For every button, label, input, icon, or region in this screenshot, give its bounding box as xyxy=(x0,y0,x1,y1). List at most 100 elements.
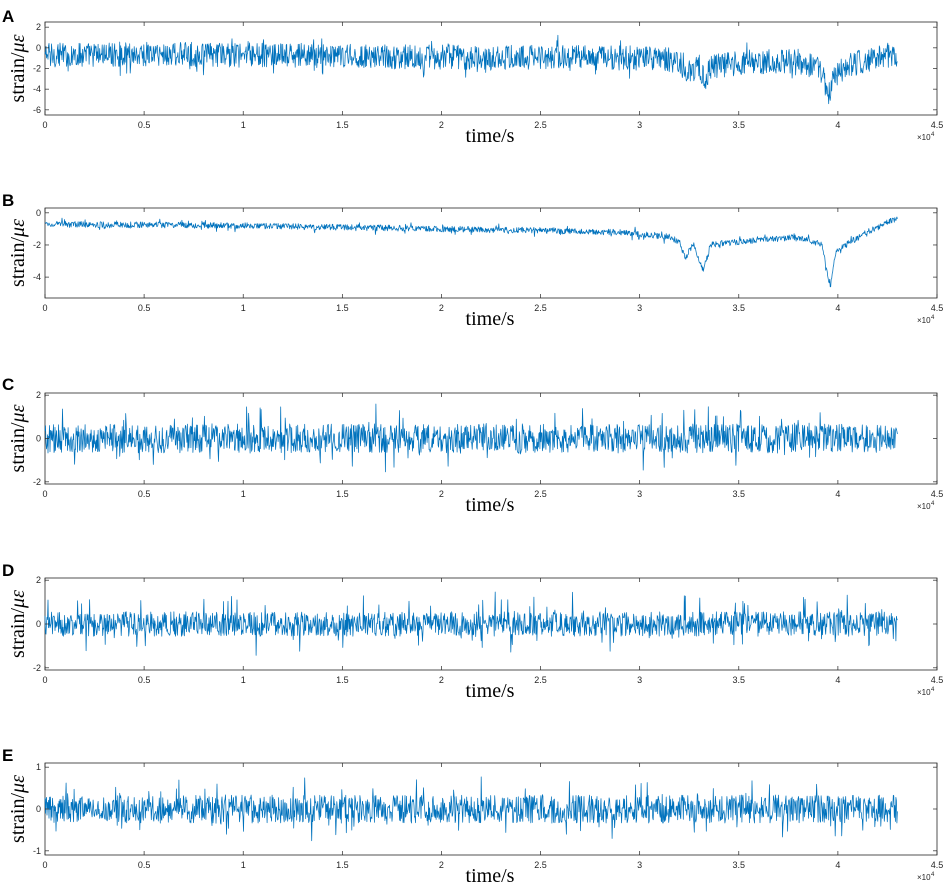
x-tick-label: 1.5 xyxy=(336,489,349,499)
x-tick-label: 1 xyxy=(241,120,246,130)
y-tick-label: 1 xyxy=(36,762,41,772)
x-axis-title: time/s xyxy=(466,125,515,147)
x-tick-label: 4 xyxy=(835,675,840,685)
panel-label: E xyxy=(2,746,13,765)
y-tick-label: 0 xyxy=(36,43,41,53)
panel-label: A xyxy=(2,7,14,26)
x-tick-label: 2 xyxy=(439,120,444,130)
x-tick-label: 4 xyxy=(835,489,840,499)
series-line xyxy=(44,591,898,656)
y-tick-label: -4 xyxy=(33,84,41,94)
x-tick-label: 2.5 xyxy=(534,675,547,685)
y-axis-title: strain/με xyxy=(7,775,29,843)
y-tick-label: 0 xyxy=(36,619,41,629)
y-tick-label: -4 xyxy=(33,272,41,282)
y-tick-label: -2 xyxy=(33,477,41,487)
x-multiplier: ×10 xyxy=(917,873,931,882)
x-tick-label: 4.5 xyxy=(931,860,944,870)
x-multiplier: ×10 xyxy=(917,502,931,511)
x-tick-label: 2.5 xyxy=(534,120,547,130)
x-tick-label: 3.5 xyxy=(733,675,746,685)
x-tick-label: 0 xyxy=(42,675,47,685)
x-tick-label: 4 xyxy=(835,303,840,313)
panel-d: D0 0.5 1 1.5 2 2.5 3 3.5 4 4.520-2×10 4time/sstrai… xyxy=(2,561,943,702)
x-tick-label: 1.5 xyxy=(336,860,349,870)
x-tick-label: 3 xyxy=(637,303,642,313)
x-tick-label: 0.5 xyxy=(138,489,151,499)
y-tick-label: 2 xyxy=(36,575,41,585)
x-multiplier-exponent: 4 xyxy=(931,501,935,507)
x-multiplier-exponent: 4 xyxy=(931,132,935,138)
y-tick-label: 0 xyxy=(36,208,41,218)
x-multiplier-exponent: 4 xyxy=(931,315,935,321)
panel-e: E0 0.5 1 1.5 2 2.5 3 3.5 4 4.510-1×10 4time/sstrai… xyxy=(2,746,943,887)
x-multiplier: ×10 xyxy=(917,316,931,325)
x-tick-label: 0 xyxy=(42,120,47,130)
x-tick-label: 0 xyxy=(42,303,47,313)
x-multiplier-exponent: 4 xyxy=(931,872,935,878)
y-tick-label: -2 xyxy=(33,64,41,74)
panel-b: B0 0.5 1 1.5 2 2.5 3 3.5 4 4.50-2-4×10 4time/sstra… xyxy=(2,191,943,330)
x-tick-label: 1.5 xyxy=(336,303,349,313)
x-tick-label: 1 xyxy=(241,489,246,499)
x-tick-label: 2 xyxy=(439,860,444,870)
x-tick-label: 4.5 xyxy=(931,489,944,499)
x-tick-label: 4 xyxy=(835,120,840,130)
series-line xyxy=(44,776,898,842)
x-tick-label: 4.5 xyxy=(931,303,944,313)
y-axis-title: strain/με xyxy=(7,404,29,472)
y-tick-label: 2 xyxy=(36,390,41,400)
x-tick-label: 0.5 xyxy=(138,860,151,870)
panel-label: C xyxy=(2,375,14,394)
y-axis-title: strain/με xyxy=(7,34,29,102)
x-tick-label: 2.5 xyxy=(534,303,547,313)
x-tick-label: 0.5 xyxy=(138,120,151,130)
x-tick-label: 3 xyxy=(637,860,642,870)
x-tick-label: 2 xyxy=(439,489,444,499)
x-tick-label: 1.5 xyxy=(336,120,349,130)
y-tick-label: -6 xyxy=(33,105,41,115)
x-tick-label: 0 xyxy=(42,489,47,499)
x-tick-label: 0 xyxy=(42,860,47,870)
y-tick-label: 2 xyxy=(36,22,41,32)
x-tick-label: 4 xyxy=(835,860,840,870)
x-tick-label: 0.5 xyxy=(138,675,151,685)
y-tick-label: 0 xyxy=(36,804,41,814)
x-tick-label: 0.5 xyxy=(138,303,151,313)
x-axis-title: time/s xyxy=(466,865,515,887)
x-tick-label: 3 xyxy=(637,120,642,130)
x-multiplier: ×10 xyxy=(917,688,931,697)
y-tick-label: 0 xyxy=(36,434,41,444)
x-multiplier-exponent: 4 xyxy=(931,687,935,693)
panel-a: A0 0.5 1 1.5 2 2.5 3 3.5 4 4.520-2-4-6×10 4time/ss… xyxy=(2,7,943,147)
y-tick-label: -2 xyxy=(33,663,41,673)
x-tick-label: 2 xyxy=(439,303,444,313)
series-line xyxy=(44,403,898,473)
x-tick-label: 3.5 xyxy=(733,860,746,870)
series-line xyxy=(44,216,898,288)
y-tick-label: -2 xyxy=(33,240,41,250)
panel-label: B xyxy=(2,191,14,210)
axes-box xyxy=(44,207,938,299)
x-tick-label: 1.5 xyxy=(336,675,349,685)
x-tick-label: 3.5 xyxy=(733,303,746,313)
x-tick-label: 4.5 xyxy=(931,675,944,685)
x-multiplier: ×10 xyxy=(917,133,931,142)
y-tick-label: -1 xyxy=(33,846,41,856)
x-axis-title: time/s xyxy=(466,494,515,516)
x-axis-title: time/s xyxy=(466,308,515,330)
y-axis-title: strain/με xyxy=(7,219,29,287)
x-tick-label: 1 xyxy=(241,860,246,870)
panel-label: D xyxy=(2,561,14,580)
x-tick-label: 3.5 xyxy=(733,489,746,499)
x-tick-label: 1 xyxy=(241,675,246,685)
panel-c: C0 0.5 1 1.5 2 2.5 3 3.5 4 4.520-2×10 4time/sstrai… xyxy=(2,375,943,516)
x-tick-label: 3.5 xyxy=(733,120,746,130)
x-tick-label: 2.5 xyxy=(534,489,547,499)
series-line xyxy=(44,34,898,105)
x-tick-label: 1 xyxy=(241,303,246,313)
x-axis-title: time/s xyxy=(466,680,515,702)
x-tick-label: 4.5 xyxy=(931,120,944,130)
x-tick-label: 3 xyxy=(637,675,642,685)
